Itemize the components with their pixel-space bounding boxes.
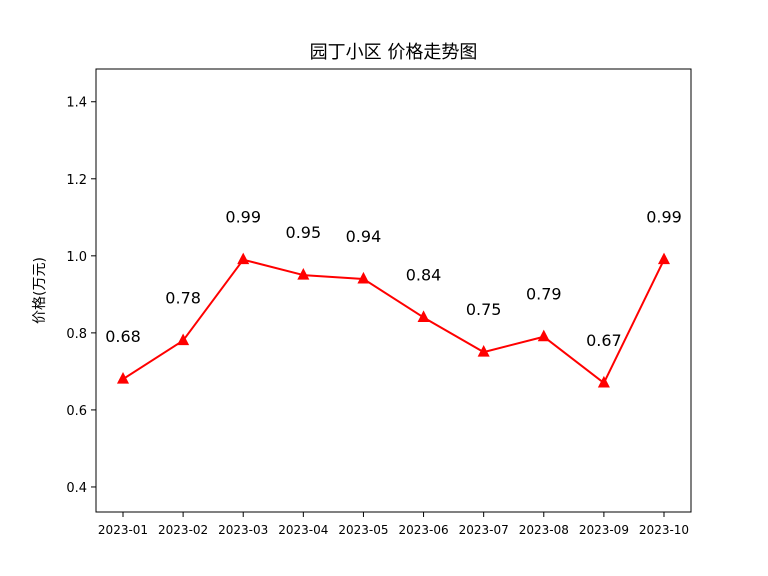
y-axis: 0.4 0.6 0.8 1.0 1.2 1.4 xyxy=(66,96,96,496)
y-tick-label: 1.0 xyxy=(66,250,87,265)
chart-title: 园丁小区 价格走势图 xyxy=(310,42,478,63)
x-tick-label: 2023-04 xyxy=(278,523,328,537)
data-label: 0.94 xyxy=(346,227,382,246)
y-tick-label: 1.2 xyxy=(66,173,87,188)
y-tick-label: 0.8 xyxy=(66,327,87,342)
y-tick-label: 0.4 xyxy=(66,481,87,496)
x-tick-label: 2023-05 xyxy=(338,523,388,537)
data-labels: 0.68 0.78 0.99 0.95 0.94 0.84 0.75 0.79 0.67 0.99 xyxy=(105,208,682,350)
data-label: 0.84 xyxy=(406,265,442,284)
y-tick-label: 0.6 xyxy=(66,404,87,419)
x-axis: 2023-01 2023-02 2023-03 2023-04 2023-05 2023-… xyxy=(98,512,689,537)
data-label: 0.67 xyxy=(586,331,622,350)
price-series-line xyxy=(122,258,665,384)
price-series-markers xyxy=(116,252,671,388)
data-point-marker xyxy=(417,310,430,322)
x-tick-label: 2023-09 xyxy=(579,523,629,537)
x-tick-label: 2023-01 xyxy=(98,523,148,537)
data-point-marker xyxy=(657,252,671,265)
data-label: 0.75 xyxy=(466,300,502,319)
data-point-marker xyxy=(537,329,550,342)
data-point-marker xyxy=(597,375,610,388)
y-tick-label: 1.4 xyxy=(66,96,87,111)
data-point-marker xyxy=(177,333,190,346)
x-tick-label: 2023-02 xyxy=(158,523,208,537)
data-point-marker xyxy=(116,372,130,384)
data-label: 0.99 xyxy=(646,208,682,227)
data-label: 0.95 xyxy=(286,223,322,242)
x-tick-label: 2023-10 xyxy=(639,523,689,537)
plot-frame xyxy=(95,68,692,513)
data-label: 0.99 xyxy=(225,208,261,227)
data-point-marker xyxy=(357,271,370,284)
x-tick-label: 2023-03 xyxy=(218,523,268,537)
x-tick-label: 2023-07 xyxy=(459,523,509,537)
data-point-marker xyxy=(297,268,310,280)
x-tick-label: 2023-06 xyxy=(398,523,448,537)
data-label: 0.79 xyxy=(526,285,562,304)
y-axis-label: 价格(万元) xyxy=(32,257,48,324)
data-label: 0.78 xyxy=(165,289,201,308)
x-tick-label: 2023-08 xyxy=(519,523,569,537)
data-label: 0.68 xyxy=(105,327,141,346)
data-point-marker xyxy=(477,345,490,357)
data-point-marker xyxy=(237,252,250,265)
